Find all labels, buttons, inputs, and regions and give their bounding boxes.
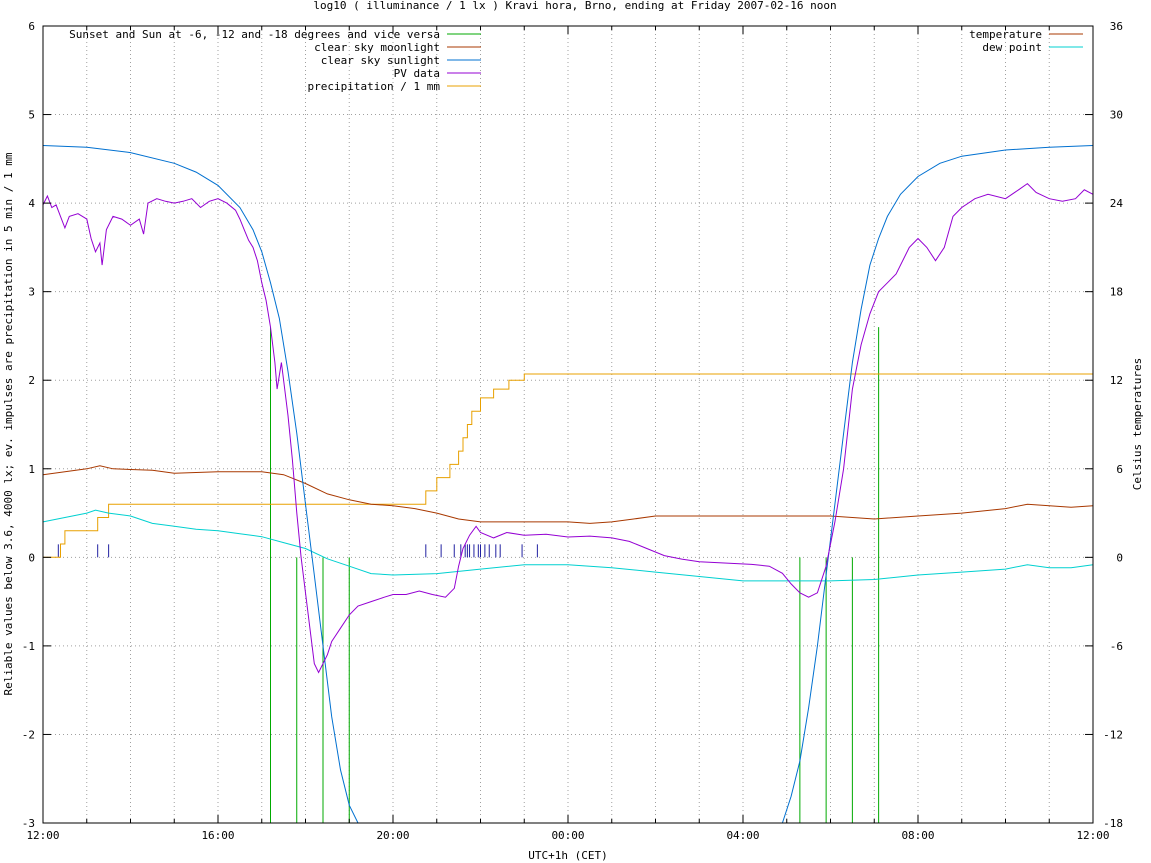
- x-axis-label: UTC+1h (CET): [528, 849, 607, 862]
- y-tick-label: 0: [28, 551, 35, 564]
- x-tick-label: 16:00: [201, 829, 234, 842]
- x-tick-label: 04:00: [726, 829, 759, 842]
- x-tick-label: 08:00: [901, 829, 934, 842]
- clear-sky-sunlight-series: [42, 145, 1094, 824]
- chart-title: log10 ( illuminance / 1 lx ) Kravi hora,…: [313, 0, 836, 12]
- plot-frame: [42, 25, 1094, 824]
- y2-tick-label: 30: [1110, 109, 1123, 122]
- legend-label: Sunset and Sun at -6, -12 and -18 degree…: [69, 28, 440, 41]
- y2-tick-label: 0: [1116, 551, 1123, 564]
- legend-label: clear sky moonlight: [314, 41, 440, 54]
- y2-tick-label: 24: [1110, 197, 1124, 210]
- temperature-series: [42, 465, 1094, 524]
- x-tick-label: 00:00: [551, 829, 584, 842]
- y2-tick-label: 18: [1110, 286, 1123, 299]
- y2-tick-label: -18: [1103, 817, 1123, 830]
- y-tick-label: 4: [28, 197, 35, 210]
- y-tick-label: 1: [28, 463, 35, 476]
- grid-lines: [43, 26, 1093, 823]
- y-tick-label: 5: [28, 109, 35, 122]
- x-tick-label: 12:00: [1076, 829, 1109, 842]
- y-tick-label: 2: [28, 374, 35, 387]
- y2-axis-label: Celsius temperatures: [1131, 358, 1144, 490]
- y2-tick-label: -12: [1103, 728, 1123, 741]
- x-tick-label: 20:00: [376, 829, 409, 842]
- y-tick-label: 6: [28, 20, 35, 33]
- x-tick-label: 12:00: [26, 829, 59, 842]
- legend: Sunset and Sun at -6, -12 and -18 degree…: [69, 28, 1083, 93]
- chart-axes: [42, 25, 1094, 824]
- y-tick-label: -1: [22, 640, 35, 653]
- y-tick-label: -2: [22, 728, 35, 741]
- legend-label: precipitation / 1 mm: [308, 80, 441, 93]
- precipitation-series: [43, 373, 1093, 558]
- dew-point-series: [42, 509, 1094, 582]
- pv-data-series: [42, 182, 1094, 674]
- y-axis-label: Reliable values below 3.6, 4000 lx; ev. …: [2, 152, 15, 695]
- y2-tick-label: -6: [1110, 640, 1123, 653]
- legend-label: PV data: [394, 67, 440, 80]
- y-tick-label: -3: [22, 817, 35, 830]
- legend-label: temperature: [969, 28, 1042, 41]
- legend-label: dew point: [982, 41, 1042, 54]
- y2-tick-label: 36: [1110, 20, 1123, 33]
- y-tick-label: 3: [28, 286, 35, 299]
- legend-label: clear sky sunlight: [321, 54, 440, 67]
- y2-tick-label: 12: [1110, 374, 1123, 387]
- chart-series: [42, 145, 1094, 824]
- y2-tick-label: 6: [1116, 463, 1123, 476]
